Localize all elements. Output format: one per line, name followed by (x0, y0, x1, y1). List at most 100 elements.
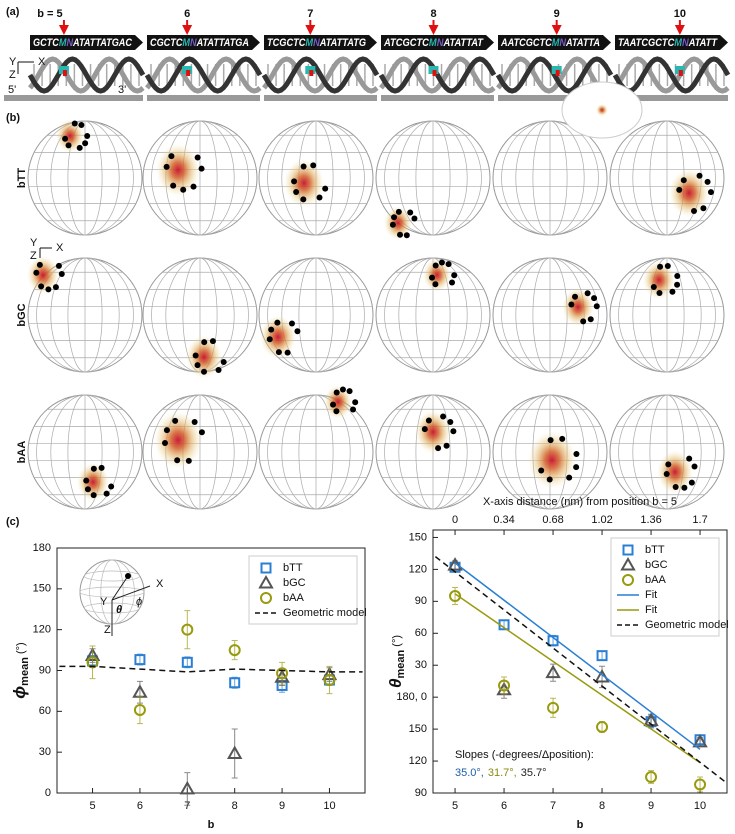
y-axis-unit: (°) (391, 635, 403, 650)
marker (596, 720, 609, 733)
sequence-right: ATATTATGAC (72, 37, 133, 49)
slope-value: 35.7° (521, 767, 547, 779)
trajectory-dot (161, 440, 168, 447)
row-label: bTT (16, 168, 28, 188)
trajectory-dot (566, 474, 573, 481)
legend-label: bTT (283, 562, 303, 574)
trajectory-dot (36, 261, 43, 268)
trajectory-dot (407, 209, 414, 216)
density-blob (415, 410, 451, 454)
trajectory-dot (191, 419, 198, 426)
position-label: b = 5 (37, 8, 62, 20)
probe (186, 70, 191, 76)
trajectory-dot (438, 259, 445, 266)
helix-strand (27, 56, 146, 94)
trajectory-dot (333, 389, 340, 396)
position-marker (428, 25, 439, 35)
trajectory-dot (411, 215, 418, 222)
trajectory-dot (180, 186, 187, 193)
sequence-bar (381, 35, 494, 50)
y-tick-label: 90 (415, 787, 427, 799)
trajectory-dot (707, 189, 714, 196)
helix-strand (496, 56, 613, 94)
trajectory-dot (274, 319, 281, 326)
orientation-sphere (27, 394, 143, 510)
substrate (264, 95, 377, 101)
trajectory-dot (275, 349, 282, 356)
error-bar (599, 650, 606, 661)
row-label: bGC (16, 303, 28, 326)
trajectory-dot (451, 272, 458, 279)
orientation-sphere (609, 120, 725, 236)
orientation-sphere (375, 257, 491, 373)
trajectory-dot (584, 290, 591, 297)
trajectory-dot (71, 120, 78, 127)
x-tick-label: 9 (648, 800, 654, 812)
series-line (59, 665, 363, 673)
trajectory-dot (346, 388, 353, 395)
probe (62, 70, 67, 76)
sequence-bar (498, 35, 611, 50)
axis-arrows (17, 61, 34, 74)
trajectory-dot (397, 231, 404, 238)
slope-value: 35.0°, (455, 767, 484, 779)
error-bar (231, 640, 238, 661)
x-tick-label: 8 (599, 800, 605, 812)
y-tick-label: 90 (415, 595, 427, 607)
density-blob (643, 260, 675, 300)
legend-label: Geometric model (645, 619, 729, 631)
y-tick-label: 30 (415, 659, 427, 671)
trajectory-dot (650, 284, 657, 291)
orientation-sphere (258, 257, 374, 373)
trajectory-dot (84, 486, 91, 493)
inset-label: ϕ (136, 596, 142, 608)
inset-parallel (83, 570, 141, 582)
annotation: Slopes (-degrees/Δposition): (455, 749, 594, 761)
density-blob (562, 287, 594, 327)
marker (596, 650, 608, 662)
trajectory-dot (198, 429, 205, 436)
trajectory-dot (538, 467, 545, 474)
trajectory-dot (103, 490, 110, 497)
legend-swatch (260, 562, 272, 574)
slopes: 35.0°, 31.7°, 35.7° (455, 767, 547, 779)
legend-swatch (258, 574, 274, 589)
sequence-right: ATATT (688, 37, 718, 49)
trajectory-dot (352, 399, 359, 406)
orientation-sphere (375, 120, 491, 240)
sequence-left: GCTC (33, 37, 60, 49)
sequence-right: ATATTATG (319, 37, 366, 49)
row-label: bAA (16, 441, 28, 464)
x-tick-label: 5 (452, 800, 458, 812)
density-blob (596, 104, 608, 116)
axis-label: Y (30, 237, 38, 249)
trajectory-dot (108, 483, 115, 490)
marker (692, 733, 708, 748)
trajectory-dot (435, 445, 442, 452)
sequence-right: ATATTATGA (196, 37, 249, 49)
y-tick-label: 120 (409, 563, 427, 575)
trajectory-dot (268, 326, 275, 333)
inset-label: θ (116, 604, 122, 616)
sequence-bar (615, 35, 728, 50)
trajectory-dot (339, 386, 346, 393)
substrate (615, 95, 728, 101)
y-axis-label: ϕmean (°) (10, 642, 30, 698)
trajectory-dot (669, 288, 676, 295)
trajectory-dot (440, 413, 447, 420)
legend-swatch (620, 556, 636, 571)
sequence-left: TAATCGCTC (618, 37, 675, 49)
sequence-left: CGCTC (150, 37, 183, 49)
trajectory-dot (568, 301, 575, 308)
orientation-sphere (492, 257, 608, 373)
marker (547, 701, 560, 714)
marker (134, 654, 146, 666)
helix-strand (28, 56, 145, 94)
legend-label: Fit (645, 589, 657, 601)
density-blob (27, 255, 59, 295)
trajectory-dot (447, 418, 454, 425)
axis-label: Z (30, 250, 37, 262)
trajectory-dot (172, 417, 179, 424)
trajectory-dot (194, 154, 201, 161)
legend-label: Geometric model (283, 607, 367, 619)
